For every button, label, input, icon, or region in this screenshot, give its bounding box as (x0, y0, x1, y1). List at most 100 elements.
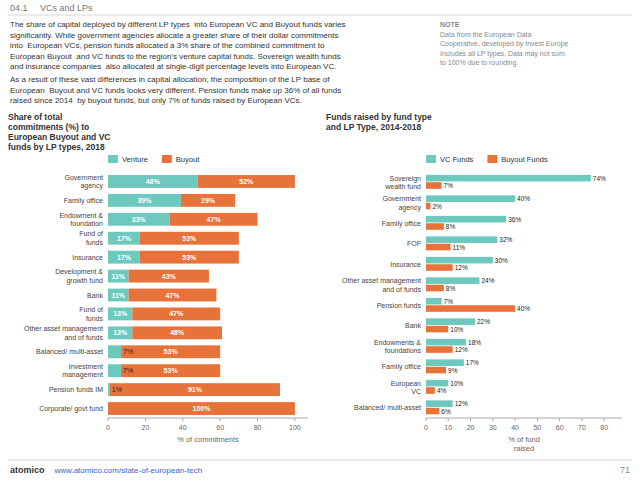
data-labels: 48%52%39%29%33%47%17%53%17%53%11%43%11%4… (111, 178, 254, 412)
legend-swatch (162, 155, 172, 163)
data-labels: 74%7%40%2%36%8%32%11%30%12%24%8%7%40%22%… (432, 175, 606, 415)
data-label: 11% (453, 244, 466, 251)
legend-swatch (108, 155, 118, 163)
data-label: 36% (508, 216, 521, 223)
page-subtitle-line: 04.1 (10, 3, 28, 13)
bar (129, 289, 217, 302)
legend-swatch (487, 155, 497, 163)
y-tick-label-line: FOF (407, 240, 421, 247)
legend-label: Buyout Funds (501, 155, 548, 164)
y-tick-label-line: management (62, 371, 103, 379)
y-tick-label: Family office (64, 197, 103, 205)
x-tick-label: 100 (289, 424, 301, 431)
data-label: 43% (162, 273, 177, 280)
footer-url: www.atomico.com/state-of-european-tech (54, 466, 203, 475)
data-label: 47% (165, 292, 180, 299)
data-label: 8% (446, 223, 456, 230)
footer-text: atomico (10, 465, 45, 475)
y-tick-label-line: funds (86, 239, 104, 246)
y-tick-label: Insurance (390, 261, 421, 268)
data-label: 7% (444, 182, 454, 189)
x-tick (108, 418, 109, 421)
y-tick-label-line: Fund of (79, 230, 103, 237)
x-tick (448, 418, 449, 421)
bar (426, 346, 453, 353)
y-tick-label: Insurance (72, 254, 103, 261)
x-tick (220, 418, 221, 421)
legend: Venture Buyout (108, 155, 200, 164)
y-tick-label: Fund offunds (79, 306, 103, 322)
y-tick-label-line: Endowments & (374, 339, 421, 346)
data-label: 9% (448, 367, 458, 374)
chart-title: Share of totalcommitments (%) toEuropean… (8, 112, 110, 152)
data-label: 29% (201, 197, 216, 204)
data-label: 52% (239, 178, 254, 185)
y-tick-label-line: Family office (382, 363, 421, 371)
bar (426, 380, 448, 387)
body-text: The share of capital deployed by differe… (10, 20, 345, 71)
bar (140, 232, 239, 245)
body-text-line: raised since 2014 by buyout funds, but o… (10, 96, 302, 105)
y-tick-label: Endowments &foundations (374, 339, 422, 355)
bar (108, 232, 140, 245)
bar (108, 383, 110, 396)
data-label: 11% (111, 292, 125, 299)
x-axis-label: % of fundraised (508, 435, 540, 453)
bar (426, 175, 591, 182)
bar (129, 270, 209, 283)
body-text-line: The share of capital deployed by differe… (10, 20, 345, 29)
y-tick-label-line: foundations (385, 347, 422, 354)
y-tick-label: Family office (382, 220, 421, 228)
chart-title-line: European Buyout and VC (8, 132, 110, 142)
x-axis-label: % of commitments (177, 435, 239, 444)
y-tick-label-line: Other asset management (342, 277, 421, 285)
bar (426, 277, 479, 284)
y-tick-label: FOF (407, 240, 421, 247)
y-tick-label-line: funds (86, 315, 104, 322)
y-tick-label-line: and of funds (382, 286, 421, 293)
x-tick-label: 80 (600, 424, 608, 431)
y-tick-label-line: Family office (64, 197, 103, 205)
data-label: 11% (111, 273, 125, 280)
bar (108, 345, 121, 358)
body-text-line: European Buyout and VC funds to the regi… (10, 52, 341, 61)
bar (108, 307, 132, 320)
x-tick (182, 418, 183, 421)
x-tick (426, 418, 427, 421)
bar (108, 326, 132, 339)
y-tick-label-line: Sovereign (389, 175, 421, 183)
bar (426, 195, 515, 202)
data-label: 13% (113, 310, 128, 317)
x-tick-label: 0 (106, 424, 110, 431)
bar (426, 244, 451, 251)
bar (426, 408, 439, 415)
legend-item: Venture (108, 155, 148, 164)
body-text-line: into European VCs, pension funds allocat… (10, 41, 325, 50)
legend-item: Buyout (162, 155, 200, 164)
bar (426, 367, 446, 374)
x-tick-label: 70 (578, 424, 586, 431)
y-tick-label: Development &growth fund (55, 268, 103, 285)
data-label: 10% (450, 326, 463, 333)
x-axis-line (108, 418, 308, 419)
y-tick-label-line: and of funds (64, 334, 103, 341)
bar (110, 383, 280, 396)
bar (108, 402, 295, 415)
body-text-line: significantly. While government agencies… (10, 31, 338, 40)
footer-rule (8, 460, 632, 461)
bar (426, 318, 475, 325)
chart-title-line: commitments (%) to (8, 122, 89, 132)
bar (198, 175, 295, 188)
chart: Share of totalcommitments (%) toEuropean… (8, 112, 308, 444)
data-label: 18% (468, 339, 481, 346)
y-tick-label-line: Government (64, 174, 103, 181)
data-label: 7% (123, 348, 133, 355)
x-axis-line (426, 418, 622, 419)
y-tick-label-line: Endowment & (59, 212, 103, 219)
note-line: Data from the European Data (440, 31, 532, 39)
y-tick-label-line: Bank (405, 322, 421, 329)
x-tick (470, 418, 471, 421)
data-label: 12% (455, 400, 468, 407)
x-tick-label: 40 (179, 424, 187, 431)
y-tick-label-line: Other asset management (24, 325, 103, 333)
